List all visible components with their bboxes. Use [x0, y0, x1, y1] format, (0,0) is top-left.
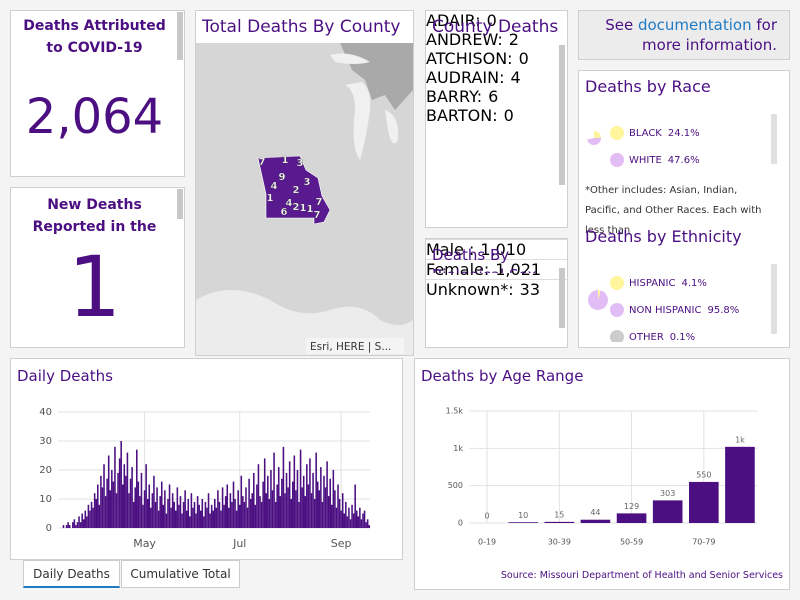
sex-row: Male : 1,010: [426, 239, 567, 259]
sex-panel: Deaths By Biological Sex Male : 1,010Fema…: [425, 238, 568, 348]
sex-value: 33: [519, 280, 541, 299]
county-row[interactable]: ADAIR: 0: [426, 11, 567, 30]
county-row[interactable]: AUDRAIN: 4: [426, 68, 567, 87]
county-name: BARTON:: [426, 106, 498, 125]
source-note: Source: Missouri Department of Health an…: [500, 570, 783, 581]
list-title: Deaths By Biological Sex: [432, 246, 536, 273]
map-title: Total Deaths By County: [202, 17, 401, 37]
card-value: 1: [67, 238, 122, 336]
county-value: 2: [508, 30, 519, 49]
info-panel: See documentation for more information.: [578, 10, 790, 60]
card-value: 2,064: [25, 89, 164, 145]
county-value: 4: [510, 68, 521, 87]
county-value: 0: [518, 49, 529, 68]
tab[interactable]: Cumulative Total: [121, 560, 240, 588]
sex-value: 1,021: [495, 260, 542, 279]
card-title: Deaths Attributed to COVID-19: [23, 18, 166, 56]
county-value: 6: [488, 87, 499, 106]
sex-value: 1,010: [480, 240, 527, 259]
county-row[interactable]: ATCHISON: 0: [426, 49, 567, 68]
county-name: ADAIR:: [426, 11, 481, 30]
county-name: ANDREW:: [426, 30, 503, 49]
sex-label: Male :: [426, 240, 475, 259]
sex-row: Female: 1,021: [426, 259, 567, 279]
total-deaths-card: Deaths Attributed to COVID-19 2,064: [10, 10, 185, 177]
county-name: BARRY:: [426, 87, 483, 106]
chart-title: Deaths by Age Range: [421, 367, 584, 385]
county-value: 0: [503, 106, 514, 125]
age-panel: Deaths by Age Range Source: Missouri Dep…: [414, 358, 790, 590]
county-row[interactable]: BARRY: 6: [426, 87, 567, 106]
race-note: *Other includes: Asian, Indian, Pacific,…: [585, 185, 762, 236]
list-title: County Deaths: [432, 17, 559, 37]
county-row[interactable]: ANDREW: 2: [426, 30, 567, 49]
map-panel: Total Deaths By County: [195, 10, 414, 356]
card-title: New Deaths Reported in the Last: [32, 197, 157, 235]
sex-label: Unknown*:: [426, 280, 514, 299]
documentation-link[interactable]: documentation: [637, 16, 752, 34]
sex-label: Female:: [426, 260, 490, 279]
info-text: for more information.: [642, 16, 777, 54]
info-text: See: [605, 16, 634, 34]
county-row[interactable]: BARTON: 0: [426, 106, 567, 125]
chart-title: Daily Deaths: [17, 367, 113, 385]
daily-panel: Daily Deaths: [10, 358, 403, 560]
county-list-panel: County Deaths ADAIR: 0 ANDREW: 2 ATCHISON: 0 A…: [425, 10, 568, 228]
sex-row: Unknown*: 33: [426, 279, 567, 299]
tab[interactable]: Daily Deaths: [23, 560, 120, 588]
new-deaths-card: New Deaths Reported in the Last 1: [10, 187, 185, 348]
info-text: See documentation for more information.: [597, 15, 777, 55]
county-name: ATCHISON:: [426, 49, 513, 68]
county-name: AUDRAIN:: [426, 68, 505, 87]
county-value: 0: [486, 11, 497, 30]
ethnicity-title: Deaths by Ethnicity: [585, 227, 742, 246]
demographics-panel: Deaths by Race *Other includes: Asian, I…: [578, 70, 790, 348]
race-title: Deaths by Race: [585, 77, 711, 96]
